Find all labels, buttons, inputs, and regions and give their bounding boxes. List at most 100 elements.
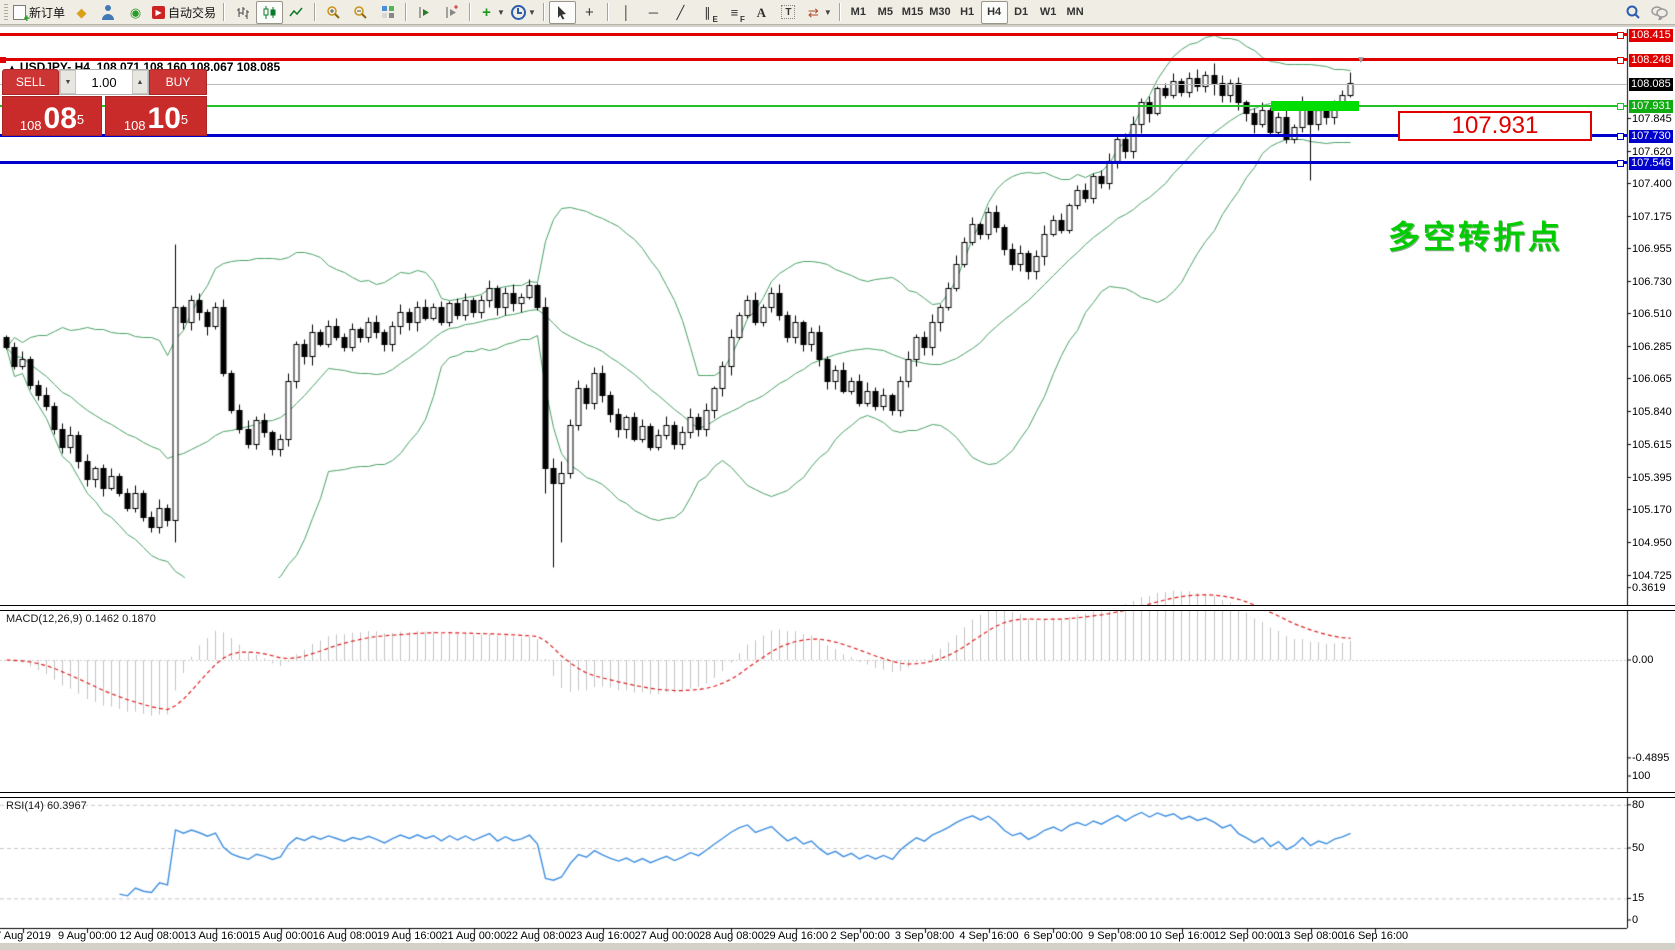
volume-input[interactable]: 1.00 [91,74,117,90]
price-chart-canvas[interactable] [0,27,1675,943]
timeframe-d1-button[interactable]: D1 [1014,6,1029,18]
one-click-trade-panel: SELL ▼ 1.00 ▲ BUY 108 08 5 108 10 5 [2,69,207,136]
time-axis-label: 23 Aug 16:00 [570,930,636,942]
text-button[interactable]: A [756,4,767,20]
toolbar-group [320,0,401,24]
time-axis-label: 29 Aug 16:00 [763,930,829,942]
toolbar-separator [469,3,472,21]
buy-price-prefix: 108 [123,118,146,133]
chart-shift-button[interactable] [438,1,465,24]
current-price-label: 108.085 [1629,77,1673,91]
time-axis-label: 12 Sep 00:00 [1213,930,1280,942]
fibonacci-button[interactable]: ≡ [721,1,748,24]
timeframe-m30-button[interactable]: M30 [929,6,951,18]
auto-scroll-button[interactable] [411,1,438,24]
timeframe-m5-button[interactable]: M5 [877,6,893,18]
chart-window: ▲ USDJPY-,H4 108.071 108.160 108.067 108.… [0,27,1675,943]
buy-price-big: 10 [147,102,181,135]
text-label-button[interactable]: T [775,1,802,24]
market-watch-button[interactable]: ◆ [76,4,87,20]
line-end-marker [1617,31,1624,39]
horizontal-line-object-107.931[interactable] [0,104,1627,107]
rsi-panel-divider[interactable] [0,792,1675,798]
search-icon[interactable] [1619,1,1646,24]
chart-candles-button[interactable] [256,0,284,24]
periods-button[interactable]: ▼ [508,1,539,24]
timeframe-h1-button[interactable]: H1 [960,6,975,18]
price-axis-tick: 104.950 [1632,536,1672,549]
horizontal-line-object-107.546[interactable] [0,161,1627,164]
horizontal-line-object-108.415[interactable] [0,33,1627,36]
trendline-button[interactable]: ╱ [676,4,685,20]
crosshair-button[interactable]: + [584,3,594,21]
sell-price-display[interactable]: 108 08 5 [2,96,103,136]
rsi-axis-tick: 100 [1632,770,1651,782]
profile-button[interactable] [95,1,122,24]
horizontal-line-object-108.248[interactable] [0,58,1627,61]
toolbar-drag-handle[interactable] [4,4,8,20]
chart-shift-marker-icon[interactable]: ▼ [1356,55,1366,66]
price-axis-tick: 107.845 [1632,112,1672,125]
price-axis-tick: 106.065 [1632,372,1672,385]
rsi-axis-tick: 80 [1632,798,1645,811]
time-axis-label: 16 Aug 08:00 [312,930,378,942]
time-axis-label: 4 Sep 16:00 [959,930,1019,942]
timeframe-w1-button[interactable]: W1 [1039,6,1057,18]
timeframe-m15-button[interactable]: M15 [901,6,924,18]
time-axis-label: 27 Aug 00:00 [634,930,700,942]
horizontal-line-object-107.73[interactable] [0,134,1627,137]
chart-line-button[interactable] [283,1,310,24]
indicators-dropdown-arrow-icon[interactable]: ▼ [497,7,505,17]
toolbar-separator [314,3,317,21]
macd-axis-tick: -0.4895 [1632,751,1670,764]
timeframe-m1-button[interactable]: M1 [850,6,866,18]
volume-decrease-button[interactable]: ▼ [60,70,76,94]
price-level-label-108.248: 108.248 [1629,53,1673,67]
cursor-button[interactable] [548,0,576,24]
hline-anchor-icon[interactable] [0,57,6,63]
line-end-marker [1617,159,1624,167]
toolbar-separator [838,3,841,21]
zoom-out-button[interactable] [347,1,374,24]
rsi-label: RSI(14) 60.3967 [6,800,87,812]
horizontal-line-button[interactable]: ─ [648,4,658,20]
sell-button[interactable]: SELL [2,69,59,95]
time-axis-label: 16 Sep 16:00 [1342,930,1409,942]
chat-icon[interactable] [1646,1,1673,24]
buy-button[interactable]: BUY [149,69,207,95]
macd-panel-divider[interactable] [0,605,1675,611]
price-callout-box[interactable]: 107.931 [1398,111,1592,141]
community-button[interactable]: ◉ [129,4,142,20]
price-axis-tick: 107.620 [1632,145,1672,158]
time-axis-label: 15 Aug 00:00 [248,930,314,942]
toolbar-separator [223,3,226,21]
periods-dropdown-arrow-icon[interactable]: ▼ [527,7,536,17]
arrows-dropdown-arrow-icon[interactable]: ▼ [823,7,832,17]
vertical-line-button[interactable]: │ [622,4,631,20]
indicators-button[interactable]: + ▼ [482,3,505,21]
highlight-segment-object[interactable] [1270,100,1359,111]
price-level-label-107.931: 107.931 [1629,99,1673,113]
autotrading-label: 自动交易 [168,5,217,20]
time-axis-label: 2 Sep 00:00 [830,930,890,942]
timeframe-mn-button[interactable]: MN [1066,6,1084,18]
timeframe-h4-button[interactable]: H4 [980,0,1008,24]
buy-price-display[interactable]: 108 10 5 [105,96,207,136]
autotrading-button[interactable]: ▶ 自动交易 [149,1,219,24]
volume-increase-button[interactable]: ▲ [132,70,148,94]
toolbar-separator [542,3,545,21]
price-level-label-107.546: 107.546 [1629,156,1673,170]
collapse-triangle-icon[interactable]: ▲ [8,63,16,72]
tile-windows-button[interactable] [374,1,401,24]
new-order-button[interactable]: 新订单 [10,1,68,25]
time-axis-label: 22 Aug 08:00 [505,930,571,942]
chart-bars-button[interactable] [229,1,256,24]
time-axis-label: 9 Aug 00:00 [58,930,117,942]
zoom-in-button[interactable] [320,1,347,24]
arrows-button[interactable]: ⇄ ▼ [807,4,832,20]
price-axis-tick: 106.510 [1632,307,1672,320]
price-axis-tick: 104.725 [1632,569,1672,582]
volume-control: ▼ 1.00 ▲ [59,69,149,95]
equidistant-channel-button[interactable]: ∥ [694,1,721,24]
turning-point-annotation[interactable]: 多空转折点 [1388,219,1564,255]
